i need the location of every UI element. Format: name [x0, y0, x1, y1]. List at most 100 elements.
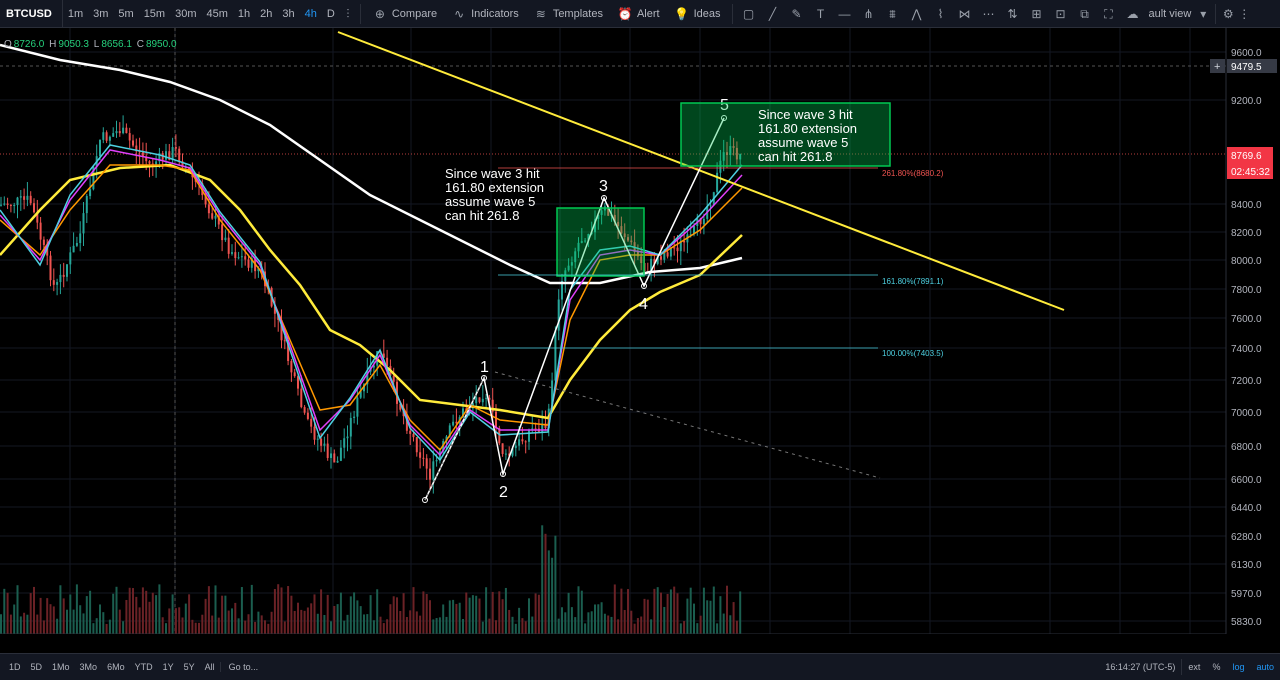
- candle-body: [405, 416, 408, 431]
- goto-button[interactable]: Go to...: [219, 662, 267, 672]
- trendline-tool-icon[interactable]: ╱: [768, 6, 777, 21]
- ideas-button[interactable]: 💡 Ideas: [667, 0, 728, 28]
- fib-tool-icon[interactable]: ⩩: [889, 6, 896, 21]
- gear-icon[interactable]: ⚙: [1222, 6, 1234, 21]
- volume-bar: [478, 598, 481, 634]
- note-left-line: can hit 261.8: [445, 208, 519, 223]
- volume-bar: [574, 617, 577, 634]
- range-1d[interactable]: 1D: [9, 662, 21, 672]
- elliott-wave-tool-icon[interactable]: ⌇: [937, 6, 944, 21]
- prediction-tool-icon[interactable]: ⇅: [1007, 6, 1018, 21]
- chart-style-icon[interactable]: ⫶: [346, 6, 350, 21]
- price-axis[interactable]: 9600.0 9200.0 8400.0 8200.0 8000.0 7800.0 7600…: [1210, 28, 1280, 634]
- timeframe-2h[interactable]: 2h: [260, 7, 273, 20]
- timeframe-3m[interactable]: 3m: [93, 7, 109, 20]
- alert-button[interactable]: ⏰ Alert: [610, 0, 667, 28]
- grid-tool-icon[interactable]: ⊞: [1031, 6, 1042, 21]
- volume-bar: [234, 602, 237, 634]
- percent-toggle[interactable]: %: [1212, 662, 1221, 672]
- range-ytd[interactable]: YTD: [134, 662, 153, 672]
- volume-bar: [620, 588, 623, 634]
- timeframe-D[interactable]: D: [326, 7, 335, 20]
- wave-point[interactable]: [500, 471, 506, 477]
- fullscreen-icon[interactable]: ⛶: [1104, 6, 1113, 21]
- timeframe-15m[interactable]: 15m: [143, 7, 166, 20]
- candle-body: [551, 380, 554, 409]
- save-icon[interactable]: ☁: [1126, 6, 1139, 21]
- layout-selector[interactable]: ault view: [1148, 7, 1192, 20]
- volume-bar: [66, 609, 68, 634]
- crosshair-plus-button[interactable]: [1210, 59, 1225, 73]
- timeframe-1h[interactable]: 1h: [237, 7, 251, 20]
- symbol-search[interactable]: BTCUSD: [0, 0, 63, 28]
- timeframe-5m[interactable]: 5m: [118, 7, 134, 20]
- auto-toggle[interactable]: auto: [1256, 662, 1274, 672]
- volume-bar: [85, 596, 88, 634]
- text-tool-icon[interactable]: T: [816, 6, 825, 21]
- range-5d[interactable]: 5D: [30, 662, 43, 672]
- candle-body: [240, 256, 243, 258]
- timeframe-4h[interactable]: 4h: [304, 7, 317, 20]
- log-toggle[interactable]: log: [1232, 662, 1245, 672]
- price-tick-label: 8400.0: [1231, 200, 1262, 211]
- wave-point[interactable]: [641, 283, 647, 289]
- drawings-layer: 1 2 3 4 5 261.80%(8680.2) 161.80%(7891.1) 100.0…: [337, 31, 1065, 503]
- candle-body: [663, 252, 666, 260]
- indicators-icon: ∿: [454, 6, 465, 21]
- candle-body: [689, 234, 692, 236]
- candle-body: [656, 256, 659, 264]
- volume-bar: [257, 611, 260, 634]
- templates-button[interactable]: ≋ Templates: [526, 0, 610, 28]
- rectangle-tool-icon[interactable]: ▢: [742, 6, 755, 21]
- chevron-down-icon[interactable]: ▾: [1200, 6, 1207, 21]
- more-icon[interactable]: ⋮: [1238, 6, 1251, 21]
- volume-bar: [69, 594, 72, 634]
- timeframe-3h[interactable]: 3h: [282, 7, 295, 20]
- range-1y[interactable]: 1Y: [162, 662, 174, 672]
- volume-bar: [640, 616, 643, 634]
- volume-bar: [33, 586, 35, 634]
- timeframe-1m[interactable]: 1m: [67, 7, 84, 20]
- ext-toggle[interactable]: ext: [1188, 662, 1201, 672]
- candle-body: [600, 210, 603, 215]
- range-5y[interactable]: 5Y: [183, 662, 195, 672]
- range-all[interactable]: All: [204, 662, 215, 672]
- wave-point[interactable]: [481, 375, 487, 381]
- wave-point[interactable]: [721, 115, 727, 121]
- price-tick-label: 9600.0: [1231, 48, 1262, 59]
- volume-bar: [155, 595, 158, 634]
- compare-button[interactable]: ⊕ Compare: [365, 0, 444, 28]
- image-tool-icon[interactable]: ⊡: [1055, 6, 1066, 21]
- indicators-button[interactable]: ∿ Indicators: [444, 0, 526, 28]
- brush-tool-icon[interactable]: ✎: [791, 6, 802, 21]
- pitchfork-tool-icon[interactable]: ⋔: [863, 6, 874, 21]
- plus-icon[interactable]: +: [1214, 61, 1220, 73]
- pattern-tool-icon[interactable]: ⋀: [911, 6, 922, 21]
- elliott-wave-path[interactable]: [424, 117, 725, 501]
- range-3mo[interactable]: 3Mo: [79, 662, 98, 672]
- screenshot-icon[interactable]: ⧉: [1080, 6, 1089, 21]
- candle-body: [726, 152, 728, 155]
- price-chart[interactable]: 1 2 3 4 5 261.80%(8680.2) 161.80%(7891.1) 100.0…: [0, 28, 1280, 634]
- candle-body: [303, 407, 306, 413]
- close-label: C: [136, 39, 144, 50]
- wave3-target-box[interactable]: [556, 207, 645, 277]
- candle-body: [165, 151, 167, 160]
- wave-point[interactable]: [601, 195, 607, 201]
- timeframe-45m[interactable]: 45m: [206, 7, 228, 20]
- wave5-target-box[interactable]: [680, 102, 891, 167]
- descending-trendline[interactable]: [337, 31, 1065, 311]
- range-6mo[interactable]: 6Mo: [107, 662, 125, 672]
- price-tick-label: 5970.0: [1231, 589, 1262, 600]
- candle-body: [231, 252, 233, 254]
- volume-bar: [412, 587, 415, 634]
- candle-body: [66, 264, 68, 277]
- range-1mo[interactable]: 1Mo: [52, 662, 70, 672]
- wave-point[interactable]: [422, 497, 428, 503]
- horizontal-line-tool-icon[interactable]: —: [838, 6, 851, 21]
- volume-bar: [706, 600, 709, 634]
- cycle-tool-icon[interactable]: ⋯: [982, 6, 995, 21]
- timeframe-30m[interactable]: 30m: [175, 7, 197, 20]
- gann-tool-icon[interactable]: ⋈: [958, 6, 971, 21]
- volume-bar: [564, 612, 567, 634]
